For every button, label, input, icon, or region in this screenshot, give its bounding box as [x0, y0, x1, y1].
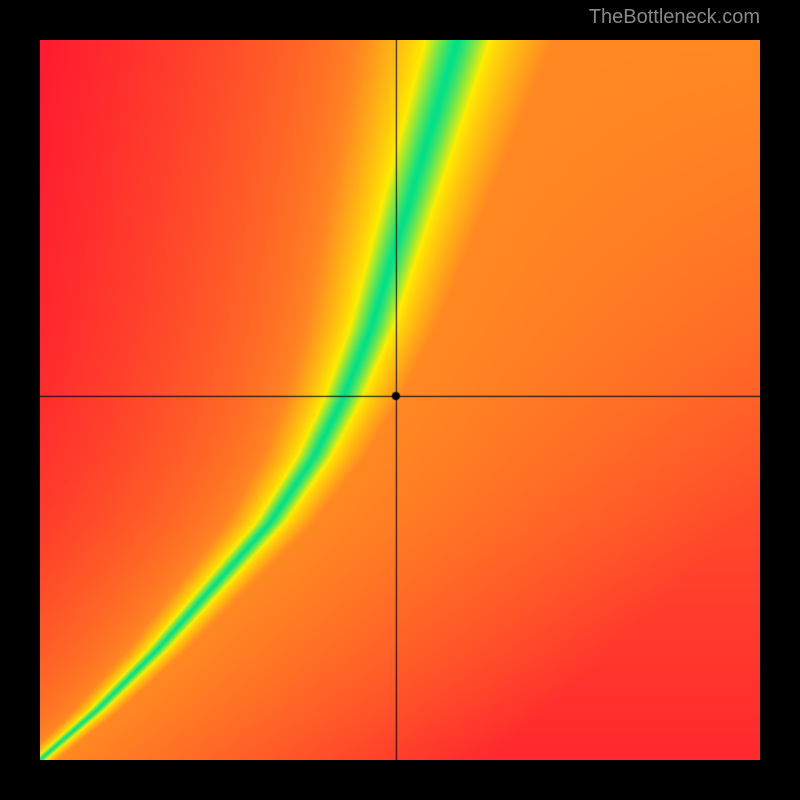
bottleneck-heatmap [40, 40, 760, 760]
heatmap-canvas [40, 40, 760, 760]
watermark-text: TheBottleneck.com [589, 6, 760, 29]
